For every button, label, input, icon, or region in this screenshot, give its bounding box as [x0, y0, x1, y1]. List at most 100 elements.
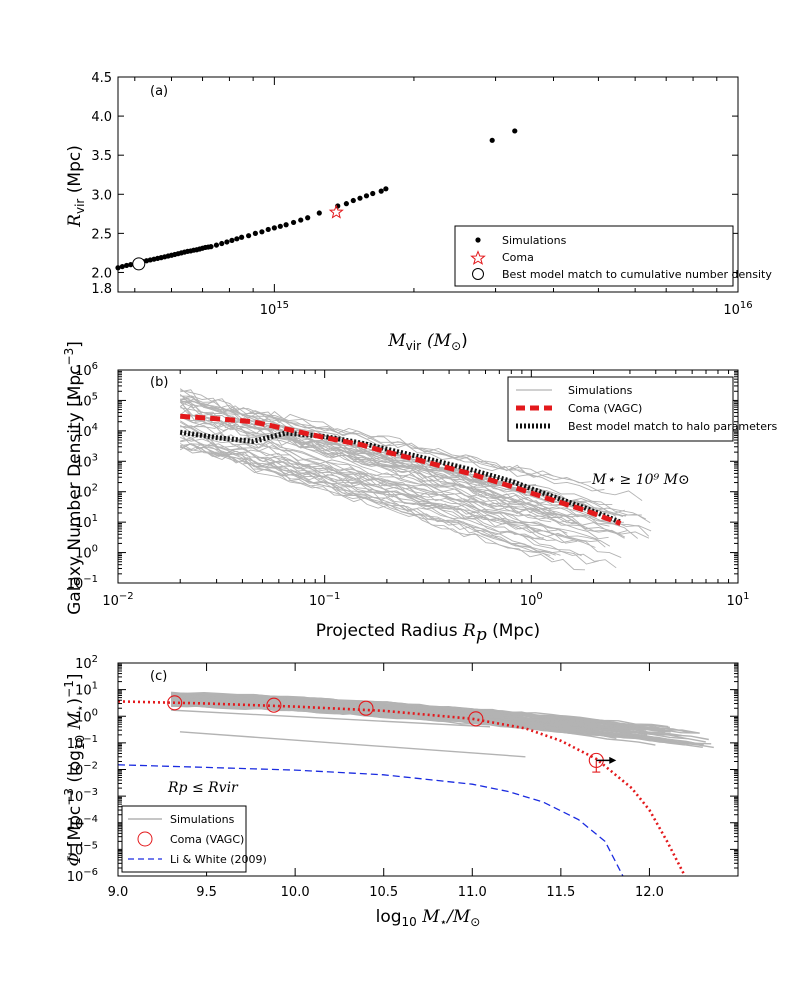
- panel-b-legend: Simulations Coma (VAGC) Best model match…: [507, 376, 777, 442]
- panel-a-ytick-label: 4.0: [91, 110, 112, 125]
- sim-curve: [171, 704, 714, 749]
- panel-c-ytick-label: 10−3: [67, 787, 98, 805]
- panel-a-ytick-label: 3.5: [91, 149, 112, 164]
- panel-a-ylabel-sub: vir: [73, 199, 87, 214]
- panel-a-ytick-label: 1.8: [91, 282, 112, 297]
- panel-c-xtick-label: 11.5: [546, 885, 575, 900]
- panel-a-xtick-label: 1015: [260, 300, 289, 318]
- panel-c-ytick-label: 101: [75, 681, 98, 699]
- panel-b-xlabel-sub: p: [476, 625, 487, 645]
- panel-a-ytick-label: 3.0: [91, 188, 112, 203]
- coma-point: [358, 700, 374, 716]
- legend-sim-dot: [475, 237, 481, 243]
- panel-a-xtick-label: 1016: [723, 300, 752, 318]
- panel-c-xtick-label: 9.0: [108, 885, 129, 900]
- coma-point: [266, 697, 282, 713]
- sim-point: [350, 197, 356, 204]
- sim-point: [224, 239, 230, 245]
- panel-c-ylabel-sup2: −1: [62, 680, 76, 698]
- panel-c-xtick-label: 10.0: [281, 885, 310, 900]
- sim-curve: [195, 446, 546, 541]
- sim-curve: [180, 443, 556, 556]
- sim-curve: [171, 695, 622, 726]
- sim-point: [219, 240, 225, 247]
- legend-c-0: Simulations: [170, 813, 235, 826]
- legend-b-2: Best model match to halo parameters: [568, 420, 777, 433]
- sim-curve: [218, 434, 622, 559]
- sim-point: [305, 215, 311, 221]
- sim-point: [123, 262, 130, 269]
- panel-a-ylabel-unit: (Mpc): [65, 145, 85, 198]
- panel-c-ylabel-sub: 10: [73, 735, 87, 750]
- sim-curve: [182, 405, 588, 516]
- sim-curve: [171, 697, 673, 736]
- panel-c-xtick-label: 9.5: [196, 885, 217, 900]
- sim-curve: [171, 697, 589, 726]
- sim-point: [512, 128, 518, 134]
- panel-c-ylabel-msub: ⋆: [73, 704, 87, 712]
- panel-c-ylabel-sym: Φ: [65, 853, 85, 867]
- sim-point: [208, 244, 214, 250]
- sim-point: [316, 210, 322, 216]
- sim-curve: [171, 698, 615, 733]
- panel-b-ytick-label: 102: [75, 483, 98, 501]
- panel-b-ytick-label: 10−1: [67, 574, 98, 592]
- panel-b-xtick-label: 100: [520, 591, 543, 609]
- sim-curve: [171, 701, 658, 739]
- panel-b-ylabel-sup: −3: [62, 348, 76, 366]
- panel-c-ytick-label: 10−1: [67, 734, 98, 752]
- legend-a-0: Simulations: [502, 234, 567, 247]
- panel-c-ytick-label: 102: [75, 654, 98, 672]
- sim-point: [128, 262, 134, 268]
- panel-c-annotation: Rp ≤ Rvir: [167, 780, 239, 796]
- panel-c: 9.0 9.5 10.0 10.5 11.0 11.5 12.0 10−6 10−5 10−4 10…: [62, 654, 739, 929]
- panel-a-ytick-label: 2.5: [91, 227, 112, 242]
- sim-point: [234, 236, 240, 242]
- legend-c-2: Li & White (2009): [170, 853, 267, 866]
- coma-curve: [180, 413, 622, 526]
- panel-b-ytick-label: 101: [75, 513, 98, 531]
- panel-b-xtick-label: 10−2: [102, 591, 133, 609]
- sim-point: [489, 137, 495, 143]
- coma-star: [328, 204, 344, 219]
- sim-point: [343, 201, 349, 207]
- sim-outlier-curve: [171, 709, 491, 728]
- sim-curve: [179, 424, 582, 557]
- panel-a: 2.0 2.5 3.0 3.5 4.0 4.5 1.8 1015 1016 (a) Rvir (…: [65, 71, 772, 353]
- sim-point: [259, 229, 265, 235]
- panel-c-xlabel-sub2: ⋆: [440, 915, 448, 929]
- panel-b-tag: (b): [150, 375, 168, 390]
- sim-point: [271, 225, 277, 231]
- panel-b-ylabel: Galaxy Number Density [Mpc−3]: [62, 341, 85, 615]
- sim-point: [290, 219, 297, 226]
- best-model-circle: [132, 257, 146, 271]
- panel-b: 10−2 10−1 100 10110−1100101102103104105106 …: [62, 341, 777, 645]
- panel-c-legend: Simulations Coma (VAGC) Li & White (2009…: [121, 805, 267, 873]
- panel-b-xlabel-sym: R: [462, 621, 476, 641]
- sim-point: [246, 233, 252, 239]
- panel-c-xlabel-sym: M: [417, 907, 440, 927]
- sim-curve: [290, 468, 606, 548]
- panel-b-ylabel-text: Galaxy Number Density [Mpc: [65, 365, 85, 614]
- panel-c-ytick-label: 10−5: [67, 840, 98, 858]
- sim-point: [283, 222, 289, 228]
- panel-b-ytick-label: 100: [75, 544, 98, 562]
- panel-c-ytick-label: 10−2: [67, 761, 98, 779]
- panel-b-xtick-label: 101: [727, 591, 750, 609]
- sim-curve: [208, 443, 557, 541]
- panel-c-xtick-label: 12.0: [635, 885, 664, 900]
- sim-point: [229, 237, 235, 243]
- legend-c-coma-circle: [137, 831, 153, 847]
- coma-limit-arrowhead: [609, 756, 617, 764]
- panel-a-ytick-label: 4.5: [91, 71, 112, 86]
- sim-point: [119, 263, 125, 270]
- panel-b-annotation: M⋆ ≥ 10⁹ M⊙: [591, 472, 690, 488]
- panel-c-ylabel-mid: (log: [65, 750, 85, 788]
- panel-c-xlabel-text: log: [376, 907, 402, 927]
- panel-c-ylabel-text: [Mpc: [65, 806, 85, 853]
- panel-b-ytick-label: 105: [75, 391, 98, 409]
- panel-a-xlabel-close: ): [461, 331, 468, 351]
- panel-c-ylabel-end: ]: [65, 673, 85, 680]
- panel-b-xtick-label: 10−1: [309, 591, 340, 609]
